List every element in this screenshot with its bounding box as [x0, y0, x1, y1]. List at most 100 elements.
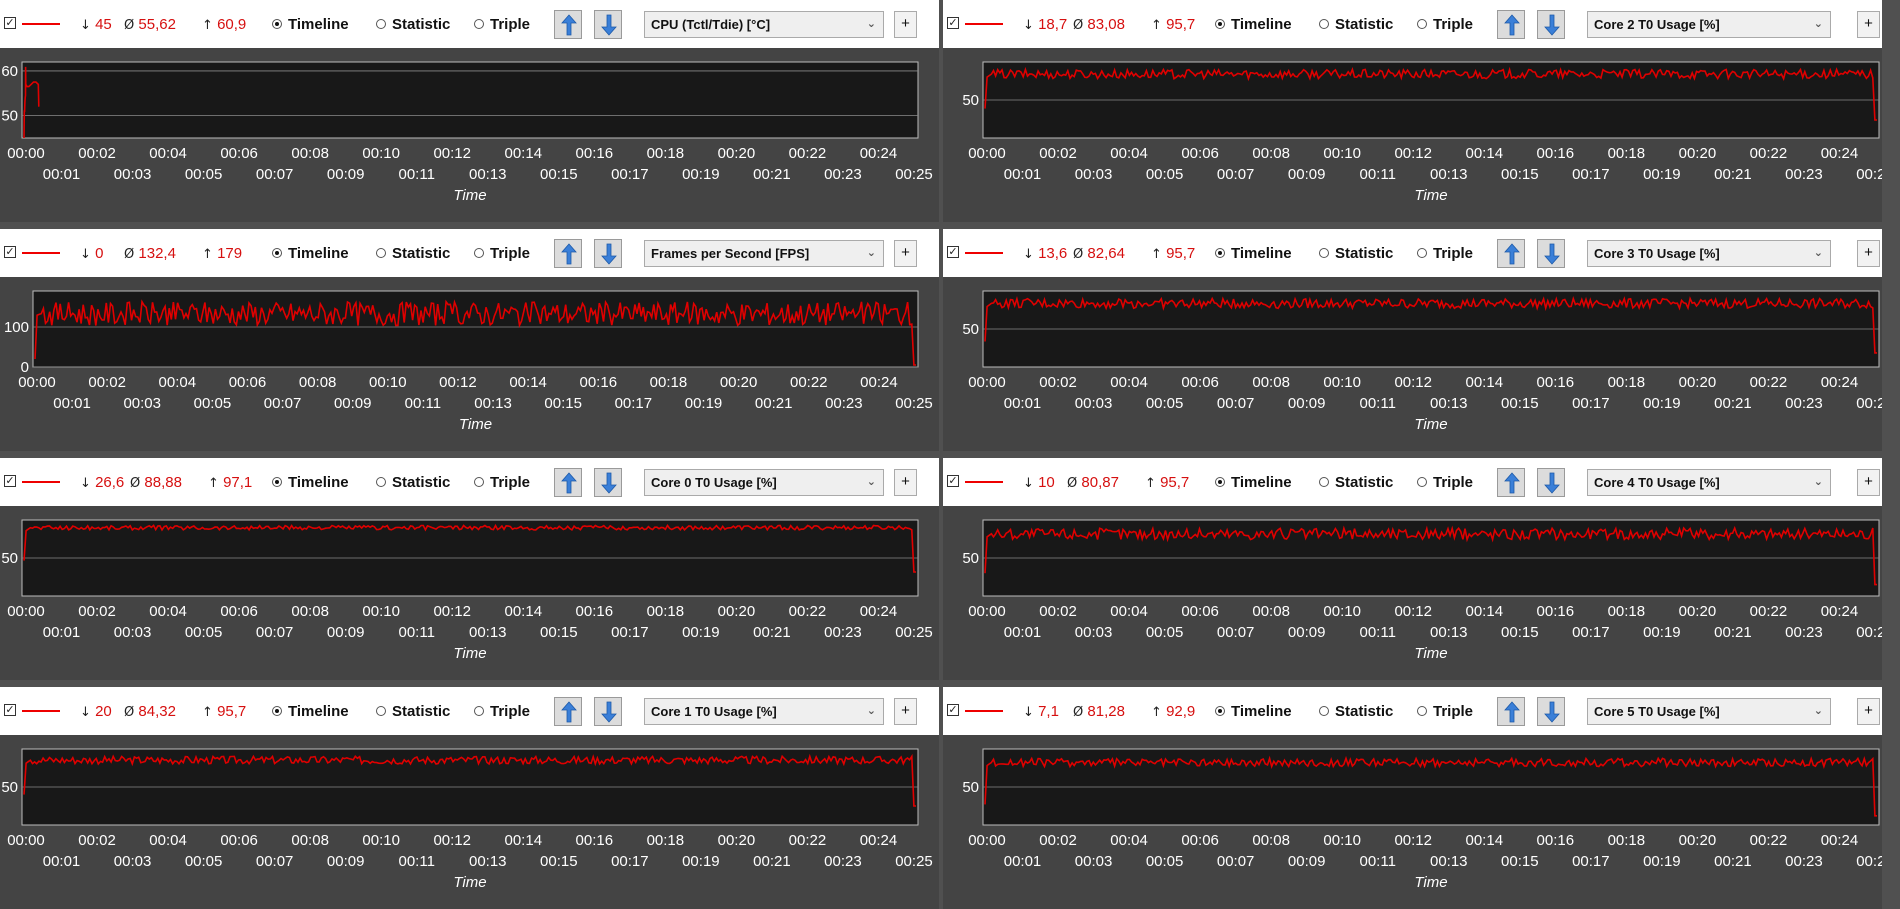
- radio-statistic[interactable]: Statistic: [1319, 703, 1393, 720]
- move-down-button[interactable]: [594, 239, 622, 268]
- radio-timeline-indicator[interactable]: [272, 706, 282, 716]
- radio-statistic[interactable]: Statistic: [376, 703, 450, 720]
- move-down-button[interactable]: [1537, 697, 1565, 726]
- visibility-checkbox[interactable]: ✓: [947, 245, 959, 258]
- add-graph-button[interactable]: +: [1857, 698, 1880, 725]
- visibility-checkbox[interactable]: ✓: [947, 703, 959, 716]
- move-down-button[interactable]: [594, 10, 622, 39]
- series-color-swatch[interactable]: [965, 23, 1003, 25]
- radio-timeline[interactable]: Timeline: [1215, 245, 1292, 262]
- move-up-button[interactable]: [1497, 239, 1525, 268]
- visibility-checkbox[interactable]: ✓: [947, 474, 959, 487]
- radio-triple[interactable]: Triple: [474, 245, 530, 262]
- move-down-button[interactable]: [1537, 239, 1565, 268]
- radio-statistic-indicator[interactable]: [376, 477, 386, 487]
- series-color-swatch[interactable]: [22, 252, 60, 254]
- add-graph-button[interactable]: +: [894, 240, 917, 267]
- radio-statistic[interactable]: Statistic: [376, 245, 450, 262]
- radio-statistic[interactable]: Statistic: [376, 16, 450, 33]
- radio-triple-indicator[interactable]: [474, 248, 484, 258]
- radio-timeline[interactable]: Timeline: [272, 703, 349, 720]
- metric-select[interactable]: Core 0 T0 Usage [%] ⌄: [644, 469, 884, 496]
- visibility-checkbox[interactable]: ✓: [4, 474, 16, 487]
- series-color-swatch[interactable]: [22, 481, 60, 483]
- radio-triple[interactable]: Triple: [1417, 16, 1473, 33]
- metric-select[interactable]: Frames per Second [FPS] ⌄: [644, 240, 884, 267]
- add-graph-button[interactable]: +: [1857, 240, 1880, 267]
- x-tick-label: 00:22: [789, 145, 827, 162]
- visibility-checkbox[interactable]: ✓: [4, 245, 16, 258]
- radio-statistic[interactable]: Statistic: [1319, 245, 1393, 262]
- radio-statistic-indicator[interactable]: [376, 706, 386, 716]
- visibility-checkbox[interactable]: ✓: [4, 703, 16, 716]
- metric-select[interactable]: CPU (Tctl/Tdie) [°C] ⌄: [644, 11, 884, 38]
- radio-timeline[interactable]: Timeline: [1215, 16, 1292, 33]
- radio-statistic[interactable]: Statistic: [376, 474, 450, 491]
- visibility-checkbox[interactable]: ✓: [4, 16, 16, 29]
- radio-triple[interactable]: Triple: [1417, 703, 1473, 720]
- radio-timeline[interactable]: Timeline: [272, 245, 349, 262]
- radio-statistic-indicator[interactable]: [376, 19, 386, 29]
- radio-statistic-indicator[interactable]: [1319, 706, 1329, 716]
- radio-triple-indicator[interactable]: [474, 706, 484, 716]
- series-color-swatch[interactable]: [965, 252, 1003, 254]
- radio-triple[interactable]: Triple: [474, 474, 530, 491]
- move-up-button[interactable]: [1497, 468, 1525, 497]
- radio-statistic[interactable]: Statistic: [1319, 16, 1393, 33]
- metric-select[interactable]: Core 5 T0 Usage [%] ⌄: [1587, 698, 1831, 725]
- radio-timeline-indicator[interactable]: [272, 248, 282, 258]
- radio-statistic-indicator[interactable]: [1319, 19, 1329, 29]
- line-chart: 50 00:00 00:02 00:04 00:06 00:08 00:10 00:12 00:…: [1, 519, 933, 662]
- add-graph-button[interactable]: +: [894, 11, 917, 38]
- radio-triple-indicator[interactable]: [1417, 706, 1427, 716]
- series-color-swatch[interactable]: [965, 481, 1003, 483]
- add-graph-button[interactable]: +: [894, 698, 917, 725]
- move-up-button[interactable]: [554, 239, 582, 268]
- add-graph-button[interactable]: +: [894, 469, 917, 496]
- radio-statistic-indicator[interactable]: [1319, 477, 1329, 487]
- move-up-button[interactable]: [1497, 697, 1525, 726]
- radio-triple-indicator[interactable]: [474, 477, 484, 487]
- move-down-button[interactable]: [1537, 468, 1565, 497]
- move-up-button[interactable]: [1497, 10, 1525, 39]
- avg-stat: Ø 81,28: [1073, 703, 1125, 720]
- radio-timeline[interactable]: Timeline: [272, 474, 349, 491]
- series-color-swatch[interactable]: [22, 23, 60, 25]
- metric-select[interactable]: Core 2 T0 Usage [%] ⌄: [1587, 11, 1831, 38]
- radio-timeline[interactable]: Timeline: [1215, 703, 1292, 720]
- move-up-button[interactable]: [554, 697, 582, 726]
- radio-timeline-indicator[interactable]: [272, 19, 282, 29]
- radio-timeline-indicator[interactable]: [1215, 706, 1225, 716]
- move-up-button[interactable]: [554, 10, 582, 39]
- radio-triple[interactable]: Triple: [474, 16, 530, 33]
- radio-triple[interactable]: Triple: [1417, 474, 1473, 491]
- move-down-button[interactable]: [594, 468, 622, 497]
- radio-statistic-indicator[interactable]: [1319, 248, 1329, 258]
- radio-statistic[interactable]: Statistic: [1319, 474, 1393, 491]
- radio-timeline-indicator[interactable]: [1215, 19, 1225, 29]
- radio-statistic-indicator[interactable]: [376, 248, 386, 258]
- radio-triple[interactable]: Triple: [474, 703, 530, 720]
- radio-triple-indicator[interactable]: [1417, 19, 1427, 29]
- visibility-checkbox[interactable]: ✓: [947, 16, 959, 29]
- radio-triple-indicator[interactable]: [1417, 477, 1427, 487]
- metric-select[interactable]: Core 4 T0 Usage [%] ⌄: [1587, 469, 1831, 496]
- radio-timeline[interactable]: Timeline: [272, 16, 349, 33]
- radio-triple-indicator[interactable]: [1417, 248, 1427, 258]
- move-up-button[interactable]: [554, 468, 582, 497]
- series-color-swatch[interactable]: [22, 710, 60, 712]
- radio-timeline-indicator[interactable]: [272, 477, 282, 487]
- radio-triple[interactable]: Triple: [1417, 245, 1473, 262]
- metric-select[interactable]: Core 3 T0 Usage [%] ⌄: [1587, 240, 1831, 267]
- radio-timeline-indicator[interactable]: [1215, 477, 1225, 487]
- radio-timeline-indicator[interactable]: [1215, 248, 1225, 258]
- move-down-button[interactable]: [1537, 10, 1565, 39]
- x-tick-label: 00:22: [790, 374, 828, 391]
- add-graph-button[interactable]: +: [1857, 11, 1880, 38]
- metric-select[interactable]: Core 1 T0 Usage [%] ⌄: [644, 698, 884, 725]
- radio-timeline[interactable]: Timeline: [1215, 474, 1292, 491]
- radio-triple-indicator[interactable]: [474, 19, 484, 29]
- move-down-button[interactable]: [594, 697, 622, 726]
- add-graph-button[interactable]: +: [1857, 469, 1880, 496]
- series-color-swatch[interactable]: [965, 710, 1003, 712]
